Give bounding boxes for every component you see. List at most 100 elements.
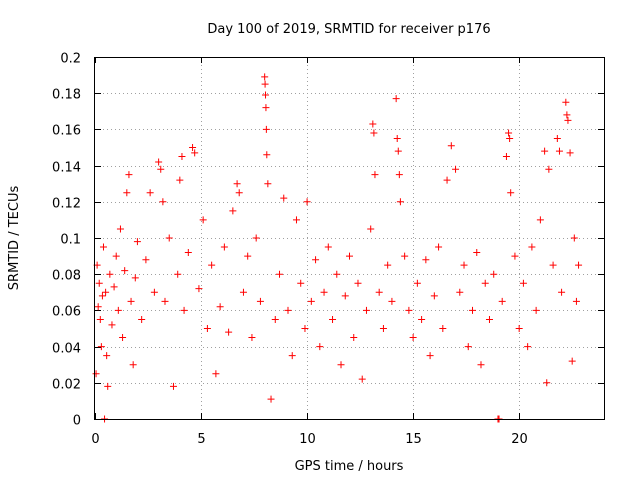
data-point — [195, 285, 203, 293]
data-point — [572, 297, 580, 305]
data-point — [229, 207, 237, 215]
data-point — [123, 189, 131, 197]
data-point — [435, 243, 443, 251]
data-point — [169, 382, 177, 390]
data-point — [541, 147, 549, 155]
data-point — [405, 306, 413, 314]
data-point — [566, 149, 574, 157]
data-point — [333, 270, 341, 278]
data-point — [284, 306, 292, 314]
data-point — [447, 142, 455, 150]
data-point — [564, 116, 572, 124]
data-point — [129, 361, 137, 369]
data-point — [392, 95, 400, 103]
data-point — [401, 252, 409, 260]
y-tick-label: 0.06 — [52, 305, 81, 320]
data-point — [511, 252, 519, 260]
x-axis-title: GPS time / hours — [295, 459, 404, 474]
data-point — [116, 225, 124, 233]
data-point — [568, 357, 576, 365]
data-point — [131, 274, 139, 282]
data-point — [354, 279, 362, 287]
data-point — [477, 361, 485, 369]
data-point — [199, 216, 207, 224]
data-point — [505, 129, 513, 137]
data-point — [393, 134, 401, 142]
data-point — [370, 129, 378, 137]
data-point — [276, 270, 284, 278]
data-point — [316, 343, 324, 351]
data-point — [426, 352, 434, 360]
data-point — [301, 325, 309, 332]
data-point — [262, 104, 270, 112]
data-point — [469, 306, 477, 314]
y-tick-label: 0 — [73, 414, 81, 429]
data-point — [413, 279, 421, 287]
data-point — [125, 171, 133, 179]
data-point — [252, 234, 260, 242]
x-tick-label: 10 — [299, 432, 316, 447]
data-point — [97, 343, 105, 351]
data-point — [303, 198, 311, 206]
data-point — [570, 234, 578, 242]
data-point — [104, 382, 112, 390]
data-point — [369, 120, 377, 128]
data-point — [346, 252, 353, 260]
data-point — [189, 144, 197, 151]
y-tick-label: 0.08 — [52, 269, 81, 284]
data-point — [106, 270, 114, 278]
data-point — [248, 334, 256, 342]
data-point — [549, 261, 557, 269]
data-point — [456, 288, 464, 296]
data-point — [460, 261, 468, 269]
data-point — [184, 248, 192, 256]
data-point — [443, 176, 451, 184]
data-point — [261, 80, 269, 88]
data-point — [98, 292, 106, 300]
data-point — [288, 352, 296, 360]
data-point — [267, 395, 275, 403]
data-point — [261, 73, 269, 81]
data-point — [110, 283, 118, 291]
data-point — [216, 303, 224, 311]
data-point — [239, 288, 247, 296]
y-tick-label: 0.2 — [60, 52, 81, 67]
data-point — [292, 216, 300, 224]
data-point — [191, 149, 199, 157]
data-point — [439, 325, 447, 332]
data-point — [396, 198, 404, 206]
data-point — [225, 328, 233, 336]
y-tick-label: 0.12 — [52, 197, 81, 212]
data-points — [92, 73, 583, 423]
data-point — [337, 361, 345, 369]
data-point — [264, 180, 272, 188]
data-point — [473, 248, 481, 256]
data-point — [558, 288, 566, 296]
data-point — [341, 292, 349, 300]
y-tick-label: 0.14 — [52, 161, 81, 176]
data-point — [379, 325, 387, 332]
data-point — [263, 151, 271, 159]
data-point — [562, 98, 570, 106]
data-point — [176, 176, 184, 184]
data-point — [127, 297, 135, 305]
data-point — [545, 165, 553, 173]
data-point — [485, 315, 493, 323]
y-tick-label: 0.1 — [60, 233, 81, 248]
data-point — [133, 238, 141, 246]
data-point — [271, 315, 279, 323]
data-point — [502, 153, 510, 161]
data-point — [256, 297, 264, 305]
data-point — [297, 279, 305, 287]
data-point — [146, 189, 154, 197]
data-point — [102, 288, 110, 296]
data-point — [280, 194, 288, 202]
data-point — [563, 111, 571, 119]
y-tick-label: 0.18 — [52, 88, 81, 103]
data-point — [99, 243, 107, 251]
data-point — [329, 315, 337, 323]
data-point — [307, 297, 315, 305]
data-point — [350, 334, 358, 342]
data-point — [464, 343, 472, 351]
